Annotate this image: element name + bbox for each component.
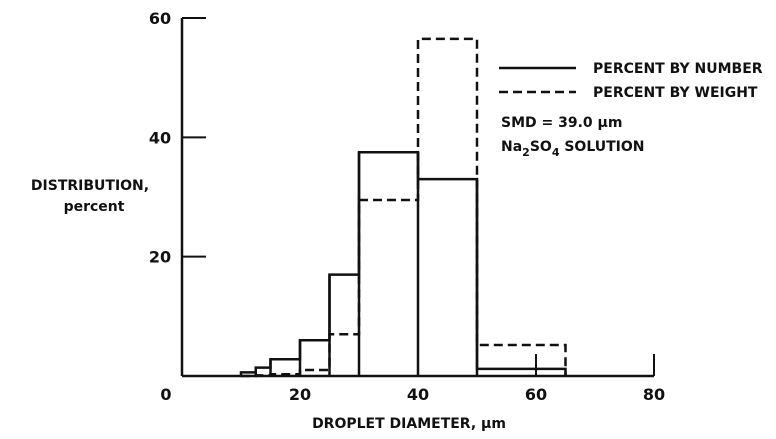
y-tick-label: 20: [149, 248, 171, 267]
x-tick-label: 60: [525, 385, 547, 404]
y-tick-label: 0: [160, 385, 171, 404]
solution-annotation: Na2SO4 SOLUTION: [501, 139, 645, 159]
weight-bar: [418, 39, 477, 376]
legend: PERCENT BY NUMBER PERCENT BY WEIGHT: [499, 61, 763, 101]
x-tick-label: 80: [643, 385, 665, 404]
legend-label-number: PERCENT BY NUMBER: [593, 61, 763, 77]
x-tick-label: 40: [407, 385, 429, 404]
weight-series-bars: [241, 37, 567, 378]
weight-series-outline: [241, 37, 567, 378]
number-bar: [330, 275, 360, 376]
weight-bar: [359, 200, 418, 376]
x-axis-title: DROPLET DIAMETER, μm: [312, 416, 506, 432]
legend-label-weight: PERCENT BY WEIGHT: [593, 85, 758, 101]
y-axis-title-line2: percent: [64, 199, 125, 215]
x-tick-label: 20: [289, 385, 311, 404]
number-bar: [359, 152, 418, 376]
solution-subscript-1: 2: [522, 146, 530, 159]
solution-prefix: Na: [501, 139, 522, 155]
y-ticks: 0 20 40 60: [149, 9, 206, 404]
solution-middle: SO: [530, 139, 552, 155]
solution-suffix: SOLUTION: [559, 139, 644, 155]
number-series-outline: [239, 151, 567, 376]
number-series-bars: [239, 151, 567, 376]
y-axis-title-line1: DISTRIBUTION,: [31, 178, 149, 194]
smd-annotation: SMD = 39.0 μm: [501, 115, 622, 131]
y-tick-label: 40: [149, 128, 171, 147]
y-tick-label: 60: [149, 9, 171, 28]
weight-bar: [330, 334, 360, 376]
x-ticks: 20 40 60 80: [289, 354, 665, 404]
number-bar: [418, 179, 477, 376]
weight-bar: [477, 345, 566, 376]
solution-subscript-2: 4: [552, 146, 560, 159]
